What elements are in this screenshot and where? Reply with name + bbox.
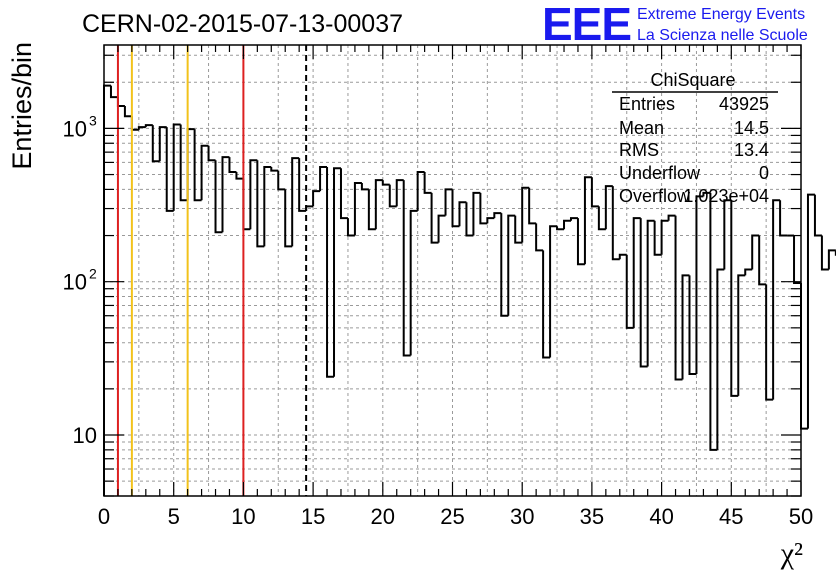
x-tick-label: 5 <box>168 504 180 529</box>
chart-title: CERN-02-2015-07-13-00037 <box>82 10 403 38</box>
stats-entries-label: Entries <box>619 94 675 114</box>
x-tick-label: 45 <box>719 504 743 529</box>
eee-logo-line1: Extreme Energy Events <box>637 6 805 23</box>
x-tick-label: 0 <box>98 504 110 529</box>
stats-rms-label: RMS <box>619 140 659 160</box>
stats-overflow-value: 1.023e+04 <box>683 186 769 206</box>
y-tick-exponent: 3 <box>89 112 97 128</box>
y-tick-label: 10 <box>63 116 87 141</box>
stats-mean-value: 14.5 <box>734 118 769 138</box>
x-tick-label: 35 <box>580 504 604 529</box>
eee-logo-mark: EEE <box>542 0 631 50</box>
stats-box-title: ChiSquare <box>650 70 735 90</box>
stats-rms-value: 13.4 <box>734 140 769 160</box>
x-tick-label: 10 <box>231 504 255 529</box>
stats-underflow-label: Underflow <box>619 163 701 183</box>
x-tick-label: 25 <box>440 504 464 529</box>
y-tick-label: 10 <box>63 270 87 295</box>
x-tick-label: 50 <box>789 504 813 529</box>
stats-entries-value: 43925 <box>719 94 769 114</box>
stats-underflow-value: 0 <box>759 163 769 183</box>
x-axis-label: χ² <box>780 537 803 570</box>
stats-overflow-label: Overflow <box>619 186 691 206</box>
y-axis-label: Entries/bin <box>7 42 37 170</box>
stats-mean-label: Mean <box>619 118 664 138</box>
x-tick-label: 20 <box>371 504 395 529</box>
eee-logo-line2: La Scienza nelle Scuole <box>637 27 808 44</box>
y-tick-label: 10 <box>73 423 97 448</box>
x-tick-label: 30 <box>510 504 534 529</box>
x-tick-label: 40 <box>649 504 673 529</box>
y-tick-exponent: 2 <box>89 266 97 282</box>
x-tick-label: 15 <box>301 504 325 529</box>
